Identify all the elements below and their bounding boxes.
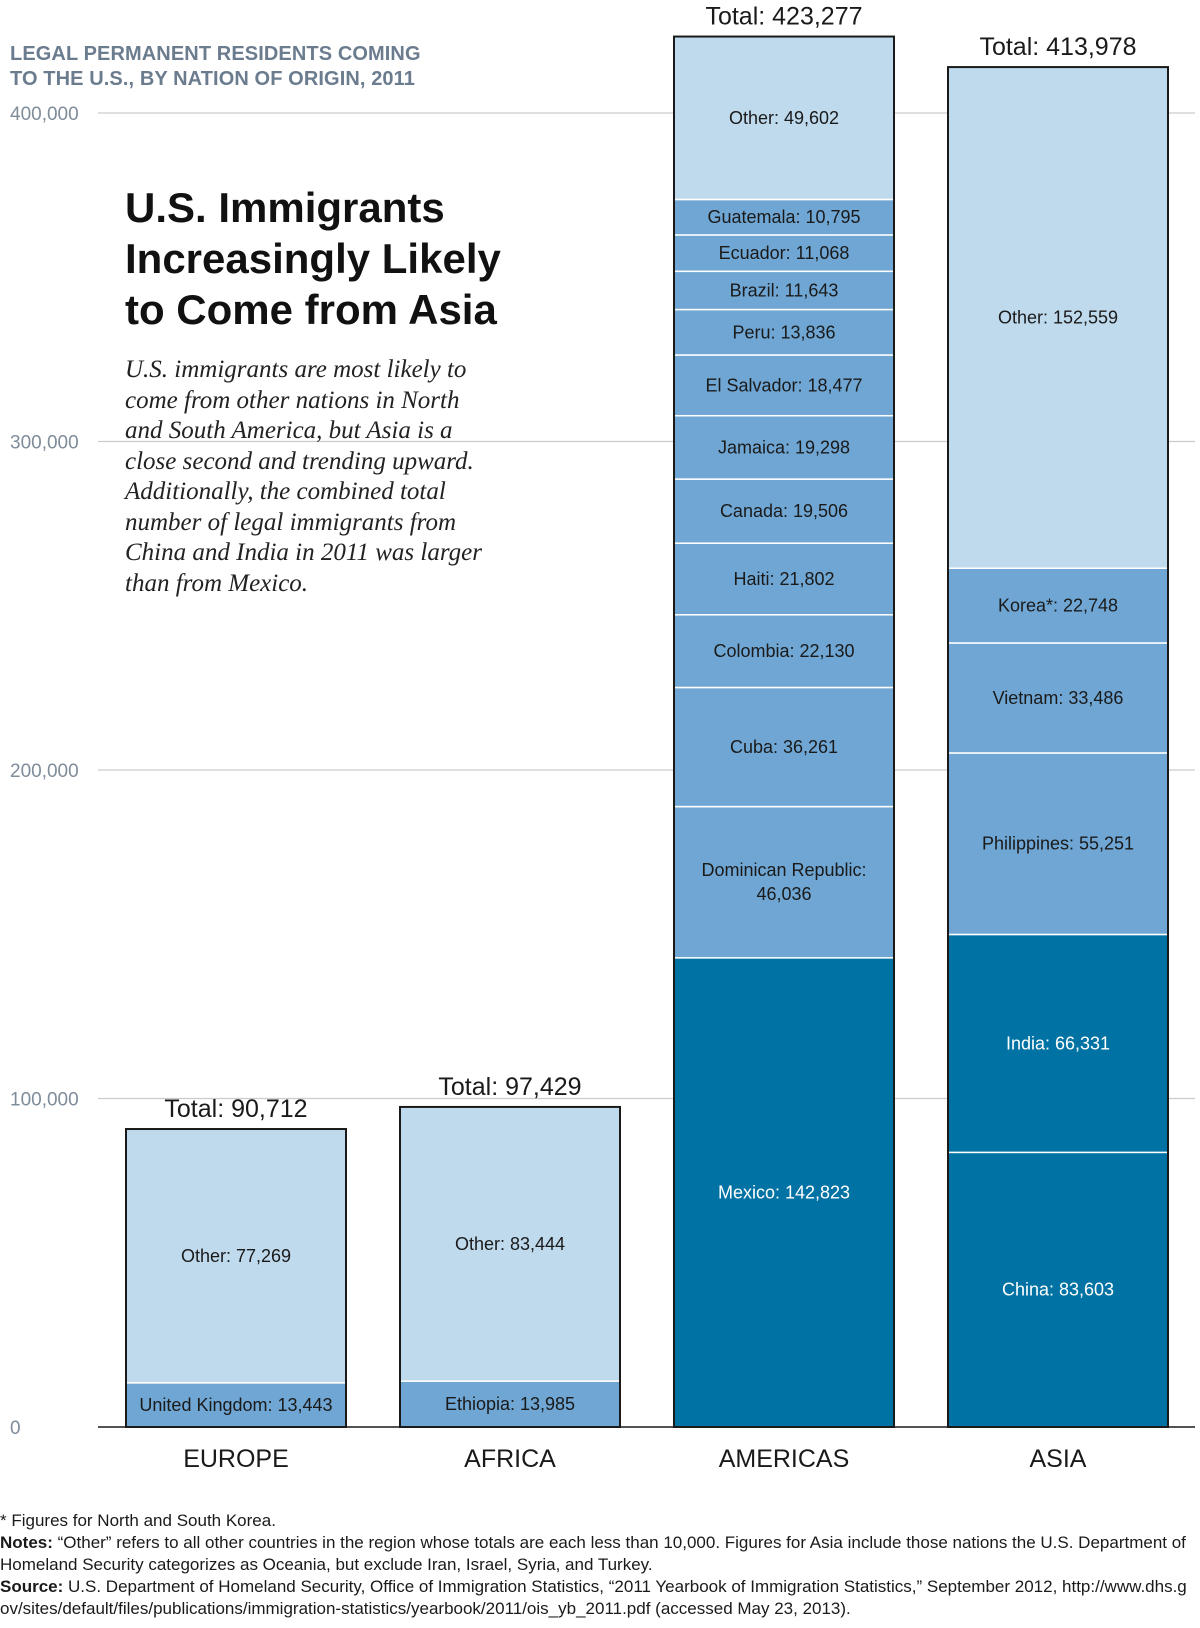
segment-europe-united-kingdom-13-443 [125,1382,347,1428]
segment-asia-india-66-331 [947,933,1169,1154]
segment-label-africa-ethiopia-13-985: Ethiopia: 13,985 [445,1394,575,1414]
headline: U.S. Immigrants Increasingly Likely to C… [125,184,501,333]
segment-label-americas-dominican-republic-46-036-line-2: 46,036 [756,884,811,904]
segment-label-americas-dominican-republic-46-036-line-1: Dominican Republic: [701,860,866,880]
source-accessed: (accessed May 23, 2013). [650,1599,851,1618]
bar-americas [673,35,895,1429]
segment-label-americas-mexico-142-823: Mexico: 142,823 [718,1182,850,1202]
segment-americas-other-49-602 [673,35,895,201]
category-label-americas: AMERICAS [719,1445,850,1473]
intro-text: U.S. immigrants are most likely to come … [125,356,482,597]
source-paragraph: Source: U.S. Department of Homeland Secu… [0,1576,1195,1620]
segment-label-americas-brazil-11-643: Brazil: 11,643 [730,280,839,300]
segment-label-americas-jamaica-19-298: Jamaica: 19,298 [718,437,850,457]
source-url[interactable]: http://www.dhs.gov/sites/default/files/p… [0,1577,1187,1618]
source-label: Source: [0,1577,64,1596]
segment-americas-mexico-142-823 [673,957,895,1428]
bar-africa [399,1105,621,1428]
segment-label-americas-guatemala-10-795: Guatemala: 10,795 [707,207,860,227]
segment-label-asia-india-66-331: India: 66,331 [1006,1033,1110,1053]
korea-footnote: * Figures for North and South Korea. [0,1511,276,1530]
notes-label: Notes: [0,1533,53,1552]
segment-americas-cuba-36-261 [673,686,895,808]
bar-asia [947,66,1169,1428]
source-text: U.S. Department of Homeland Security, Of… [63,1577,1063,1596]
segment-label-asia-other-152-559: Other: 152,559 [998,308,1118,328]
notes-text: “Other” refers to all other countries in… [0,1533,1186,1574]
category-label-europe: EUROPE [183,1445,289,1473]
segment-label-americas-haiti-21-802: Haiti: 21,802 [733,569,834,589]
total-label-americas: Total: 423,277 [705,3,862,31]
segment-label-americas-other-49-602: Other: 49,602 [729,108,839,128]
chart-subtitle: LEGAL PERMANENT RESIDENTS COMING TO THE … [10,42,470,92]
segment-label-asia-korea-22-748: Korea*: 22,748 [998,596,1118,616]
footnotes: * Figures for North and South Korea. Not… [0,1510,1195,1620]
segment-label-europe-united-kingdom-13-443: United Kingdom: 13,443 [139,1395,332,1415]
segment-europe-other-77-269 [125,1128,347,1384]
segment-americas-colombia-22-130 [673,614,895,689]
segment-label-asia-china-83-603: China: 83,603 [1002,1280,1114,1300]
total-label-europe: Total: 90,712 [164,1095,307,1123]
segment-asia-korea-22-748 [947,567,1169,644]
chart-subtitle-line-2: TO THE U.S., BY NATION OF ORIGIN, 2011 [10,68,415,90]
category-label-asia: ASIA [1030,1445,1087,1473]
segment-label-asia-philippines-55-251: Philippines: 55,251 [982,834,1134,854]
notes-paragraph: Notes: “Other” refers to all other count… [0,1532,1195,1576]
segment-label-americas-canada-19-506: Canada: 19,506 [720,501,848,521]
segment-americas-dominican-republic-46-036 [673,805,895,959]
y-tick-label-400000: 400,000 [10,104,79,125]
segment-americas-jamaica-19-298 [673,414,895,480]
y-tick-label-100000: 100,000 [10,1090,79,1111]
segment-label-americas-el-salvador-18-477: El Salvador: 18,477 [705,375,862,395]
chart-subtitle-line-1: LEGAL PERMANENT RESIDENTS COMING [10,43,421,65]
category-label-africa: AFRICA [464,1445,556,1473]
y-tick-label-300000: 300,000 [10,433,79,454]
segment-label-americas-ecuador-11-068: Ecuador: 11,068 [719,243,850,263]
segment-label-africa-other-83-444: Other: 83,444 [455,1234,565,1254]
y-tick-label-200000: 200,000 [10,761,79,782]
segment-label-asia-vietnam-33-486: Vietnam: 33,486 [993,688,1124,708]
segment-label-americas-peru-13-836: Peru: 13,836 [732,322,835,342]
total-label-africa: Total: 97,429 [438,1073,581,1101]
segment-label-americas-colombia-22-130: Colombia: 22,130 [713,641,854,661]
bar-europe [125,1128,347,1429]
segment-label-europe-other-77-269: Other: 77,269 [181,1246,291,1266]
segment-asia-vietnam-33-486 [947,642,1169,754]
y-tick-label-0: 0 [10,1418,21,1439]
segment-label-americas-cuba-36-261: Cuba: 36,261 [730,737,838,757]
total-label-asia: Total: 413,978 [979,33,1136,61]
